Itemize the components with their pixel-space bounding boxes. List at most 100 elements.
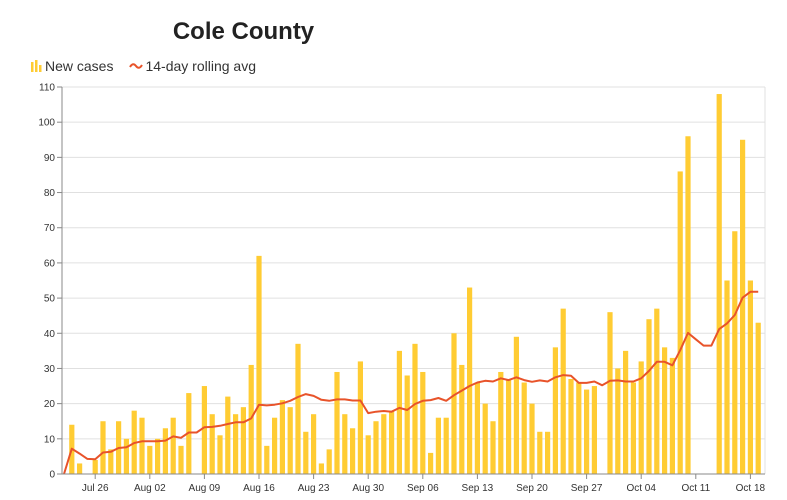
bar[interactable] [365,435,371,474]
bar[interactable] [662,347,668,474]
legend-item-rolling-avg[interactable]: 14-day rolling avg [129,58,256,74]
bar[interactable] [108,449,114,474]
bar[interactable] [732,231,738,474]
y-tick-label: 70 [44,223,56,234]
bar[interactable] [584,389,590,474]
bar[interactable] [451,333,457,474]
bar[interactable] [591,386,597,474]
bar[interactable] [279,400,285,474]
bar[interactable] [716,94,722,474]
bar[interactable] [139,417,145,474]
bar[interactable] [77,463,83,474]
bar[interactable] [170,417,176,474]
bar[interactable] [545,431,551,474]
bar[interactable] [482,403,488,474]
bar[interactable] [607,312,613,474]
bar[interactable] [630,382,636,474]
bar[interactable] [233,414,239,474]
y-tick-label: 100 [38,118,55,129]
y-tick-label: 0 [49,470,55,481]
y-tick-label: 40 [44,329,56,340]
chart-title: Cole County [172,18,315,45]
bar[interactable] [420,371,426,474]
bar[interactable] [677,171,683,474]
bar[interactable] [217,435,223,474]
bar[interactable] [373,421,379,474]
x-axis: Jul 26 Aug 02 Aug 09 Aug 16 Aug 23 Aug 30 Sep … [62,473,766,494]
bar[interactable] [459,364,465,474]
bar[interactable] [404,375,410,474]
bar[interactable] [389,410,395,474]
bar[interactable] [303,431,309,474]
bar[interactable] [264,445,270,474]
bar[interactable] [92,459,98,474]
bar[interactable] [412,343,418,474]
bar[interactable] [272,417,278,474]
bar[interactable] [506,379,512,474]
bar[interactable] [560,308,566,474]
bar[interactable] [568,379,574,474]
bar-chart-icon [31,60,42,72]
bar[interactable] [654,308,660,474]
bar[interactable] [435,417,441,474]
bar[interactable] [467,287,473,474]
bar[interactable] [529,403,535,474]
bar[interactable] [342,414,348,474]
bar[interactable] [443,417,449,474]
bar[interactable] [381,414,387,474]
bar[interactable] [311,414,317,474]
bar[interactable] [225,396,231,474]
x-tick-label: Aug 30 [352,483,384,494]
x-tick-label: Jul 26 [82,483,109,494]
y-tick-label: 20 [44,399,56,410]
bar[interactable] [287,407,293,474]
x-tick-label: Oct 18 [736,483,766,494]
y-tick-label: 60 [44,258,56,269]
bar[interactable] [576,382,582,474]
bar[interactable] [162,428,168,474]
bar[interactable] [350,428,356,474]
rolling-avg-line[interactable] [63,290,759,475]
bar[interactable] [209,414,215,474]
bar[interactable] [724,280,730,475]
bar[interactable] [498,371,504,474]
bar[interactable] [318,463,324,474]
bar[interactable] [357,361,363,474]
bar[interactable] [513,336,519,474]
bar[interactable] [100,421,106,474]
bar[interactable] [240,407,246,474]
x-tick-label: Oct 11 [681,483,710,494]
bar[interactable] [615,368,621,474]
x-tick-label: Sep 13 [462,483,494,494]
bar[interactable] [155,438,161,474]
bar[interactable] [474,382,480,474]
bar[interactable] [521,382,527,474]
bar[interactable] [147,445,153,474]
bar[interactable] [552,347,558,474]
x-tick-label: Oct 04 [626,483,656,494]
bar[interactable] [295,343,301,474]
bar[interactable] [646,319,652,474]
bar[interactable] [685,136,691,474]
bar[interactable] [747,280,753,475]
bar[interactable] [740,139,746,475]
bar-series-new-cases [69,94,761,475]
bar[interactable] [428,452,434,474]
bar[interactable] [256,255,262,474]
bar[interactable] [669,357,675,474]
bar[interactable] [396,350,402,474]
bar[interactable] [490,421,496,474]
bar[interactable] [326,449,332,474]
x-tick-label: Aug 09 [189,483,221,494]
bar[interactable] [638,361,644,474]
bar[interactable] [334,371,340,474]
bar[interactable] [178,445,184,474]
bar[interactable] [537,431,543,474]
bar[interactable] [201,386,207,474]
bar[interactable] [755,322,761,474]
y-tick-label: 10 [44,434,56,445]
legend-item-new-cases[interactable]: New cases [31,58,113,74]
bar[interactable] [623,350,629,474]
bar[interactable] [123,438,129,474]
x-tick-label: Aug 16 [243,483,275,494]
